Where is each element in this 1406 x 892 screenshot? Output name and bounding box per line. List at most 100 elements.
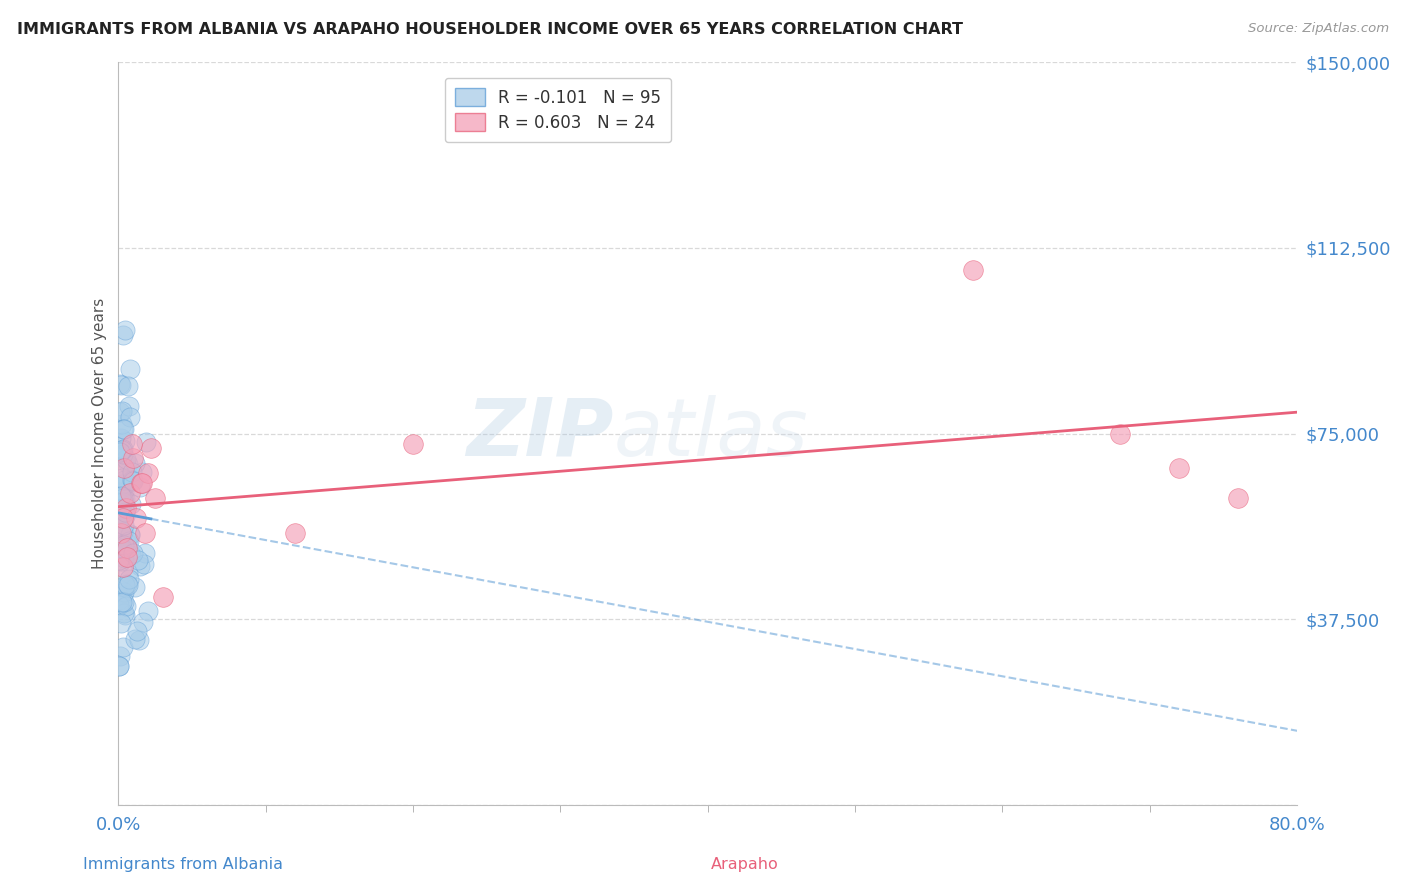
Point xyxy=(114,578,136,592)
Point xyxy=(110,431,132,445)
Point xyxy=(124,632,146,647)
Point xyxy=(111,404,134,418)
Point xyxy=(112,447,135,461)
Point xyxy=(114,505,136,519)
Point xyxy=(132,615,155,629)
Point xyxy=(108,445,131,459)
Point xyxy=(131,465,153,479)
Point xyxy=(124,581,146,595)
Point xyxy=(115,536,138,550)
Point xyxy=(111,494,134,508)
Point xyxy=(124,456,146,470)
Point xyxy=(107,553,129,567)
Point xyxy=(111,541,134,556)
Text: IMMIGRANTS FROM ALBANIA VS ARAPAHO HOUSEHOLDER INCOME OVER 65 YEARS CORRELATION : IMMIGRANTS FROM ALBANIA VS ARAPAHO HOUSE… xyxy=(17,22,963,37)
Point xyxy=(111,443,134,458)
Point xyxy=(118,534,141,549)
Point xyxy=(112,461,135,475)
Point xyxy=(118,399,141,413)
Point xyxy=(115,451,138,466)
Point xyxy=(117,379,139,393)
Point xyxy=(121,546,143,560)
Point xyxy=(111,640,134,654)
Point xyxy=(111,524,134,538)
Text: Arapaho: Arapaho xyxy=(711,857,779,872)
Point xyxy=(128,632,150,647)
Point xyxy=(120,528,142,542)
Point xyxy=(115,599,138,614)
Point xyxy=(121,474,143,488)
Point xyxy=(152,590,174,604)
Point xyxy=(112,606,135,620)
Point xyxy=(112,485,135,500)
Point xyxy=(108,598,131,612)
Point xyxy=(112,585,135,599)
Point xyxy=(121,473,143,487)
Point xyxy=(117,576,139,591)
Legend: R = -0.101   N = 95, R = 0.603   N = 24: R = -0.101 N = 95, R = 0.603 N = 24 xyxy=(446,78,671,142)
Point xyxy=(131,476,153,491)
Point xyxy=(114,498,136,512)
Point xyxy=(136,467,159,481)
Point xyxy=(134,525,156,540)
Point xyxy=(111,471,134,485)
Point xyxy=(108,649,131,664)
Point xyxy=(111,588,134,602)
Point xyxy=(108,510,131,524)
Point xyxy=(114,500,136,515)
Point xyxy=(962,263,984,277)
Point xyxy=(112,442,135,457)
Point xyxy=(112,478,135,492)
Point xyxy=(118,526,141,541)
Point xyxy=(132,558,155,572)
Point xyxy=(110,554,132,568)
Point xyxy=(114,607,136,622)
Point xyxy=(112,525,135,540)
Point xyxy=(111,510,134,524)
Point xyxy=(111,477,134,491)
Point xyxy=(117,573,139,587)
Point xyxy=(111,417,134,431)
Point xyxy=(1227,491,1250,505)
Point xyxy=(112,548,135,562)
Point xyxy=(112,517,135,532)
Point xyxy=(121,466,143,480)
Point xyxy=(134,546,156,560)
Point xyxy=(112,422,135,436)
Point xyxy=(114,508,136,523)
Point xyxy=(117,566,139,580)
Point xyxy=(110,529,132,543)
Point xyxy=(402,436,425,450)
Point xyxy=(112,537,135,551)
Point xyxy=(110,595,132,609)
Point xyxy=(122,451,145,466)
Point xyxy=(112,550,135,565)
Point xyxy=(128,559,150,574)
Point xyxy=(108,659,131,673)
Point xyxy=(117,457,139,471)
Point xyxy=(129,476,152,491)
Point xyxy=(139,442,162,456)
Text: ZIP: ZIP xyxy=(467,394,613,473)
Point xyxy=(110,490,132,504)
Point xyxy=(121,474,143,488)
Point xyxy=(110,525,132,540)
Y-axis label: Householder Income Over 65 years: Householder Income Over 65 years xyxy=(93,298,107,569)
Point xyxy=(108,484,131,499)
Point xyxy=(108,546,131,560)
Point xyxy=(111,327,134,342)
Point xyxy=(117,577,139,591)
Text: Immigrants from Albania: Immigrants from Albania xyxy=(83,857,283,872)
Point xyxy=(135,434,157,449)
Point xyxy=(110,595,132,609)
Point xyxy=(110,507,132,521)
Point xyxy=(120,410,142,425)
Point xyxy=(1109,426,1132,441)
Point xyxy=(108,501,131,516)
Point xyxy=(107,592,129,607)
Point xyxy=(112,491,135,505)
Point xyxy=(112,595,135,609)
Point xyxy=(114,492,136,507)
Point xyxy=(108,377,131,392)
Point xyxy=(112,422,135,436)
